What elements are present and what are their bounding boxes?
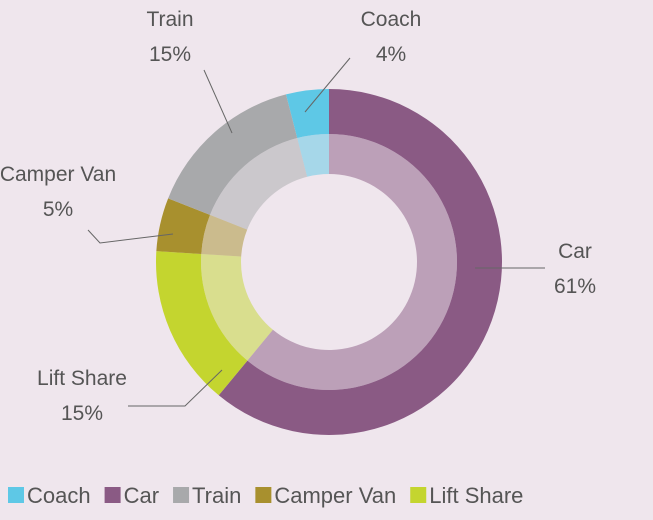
- slice: [218, 89, 502, 435]
- slice-label: Coach: [361, 8, 422, 31]
- legend: Coach Car Train Camper Van Lift Share: [8, 483, 523, 508]
- leader-line: [203, 69, 233, 134]
- legend-swatch: [410, 487, 427, 503]
- slice-value: 5%: [43, 198, 73, 221]
- leader-line: [304, 57, 351, 113]
- legend-swatch: [104, 487, 121, 503]
- legend-label: Lift Share: [429, 483, 523, 508]
- legend-label: Car: [124, 483, 159, 508]
- slice-inner: [209, 138, 308, 230]
- slice: [156, 198, 210, 254]
- leader-line: [128, 369, 223, 407]
- slice: [156, 251, 248, 396]
- slice-inner: [247, 134, 457, 390]
- legend-label: Coach: [27, 483, 91, 508]
- slice: [285, 89, 329, 139]
- slice-value: 4%: [376, 43, 406, 66]
- slice-label: Train: [146, 8, 193, 31]
- legend-swatch: [173, 487, 190, 503]
- slice-inner: [201, 214, 248, 257]
- legend-label: Camper Van: [274, 483, 396, 508]
- legend-swatch: [255, 487, 272, 503]
- legend-label: Train: [192, 483, 241, 508]
- slice-value: 15%: [149, 43, 191, 66]
- slice-label: Camper Van: [0, 163, 116, 186]
- slice-inner: [297, 134, 329, 177]
- slice-inner: [201, 253, 273, 361]
- legend-swatch: [8, 487, 24, 503]
- slice-label: Car: [558, 240, 592, 263]
- leader-line: [87, 229, 174, 244]
- slice: [168, 94, 298, 215]
- slice-value: 15%: [61, 402, 103, 425]
- slice-value: 61%: [554, 275, 596, 298]
- slice-label: Lift Share: [37, 367, 127, 390]
